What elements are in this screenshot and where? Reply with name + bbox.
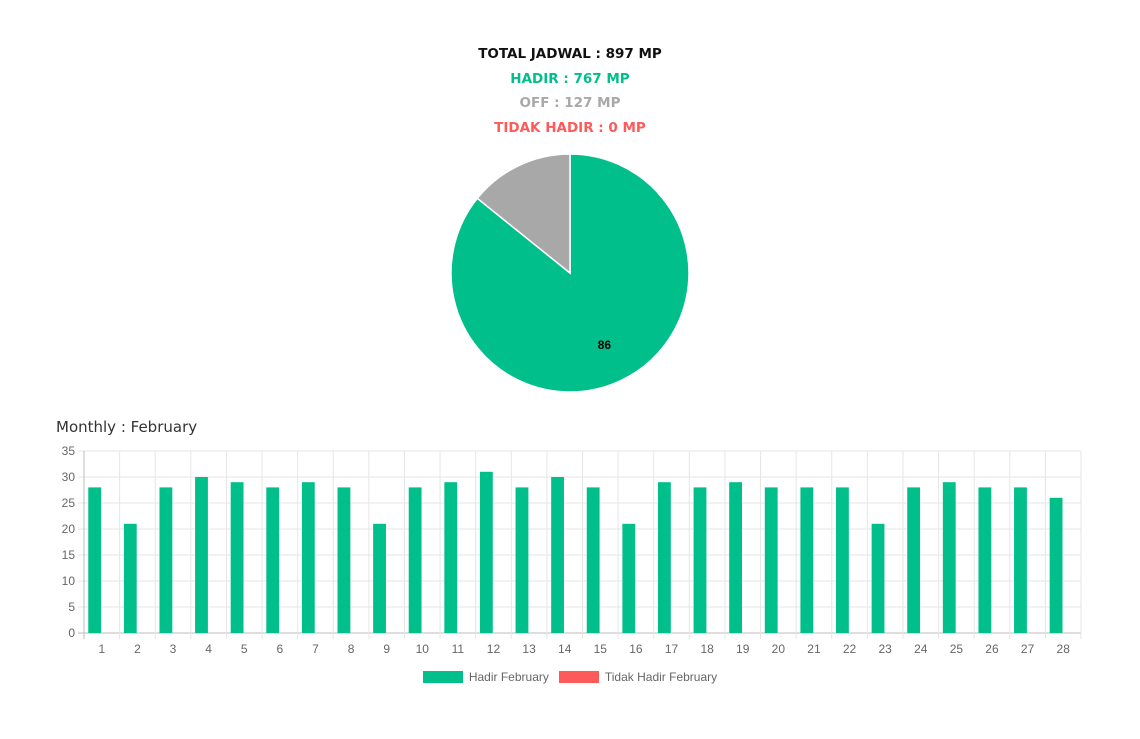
bar-hadir-february-22[interactable] — [836, 487, 849, 633]
bar-hadir-february-17[interactable] — [657, 482, 671, 633]
bar-hadir-february-2[interactable] — [123, 523, 137, 633]
x-tick-label: 7 — [312, 642, 319, 656]
pie-data-label: 86 — [598, 338, 612, 352]
x-tick-label: 14 — [558, 642, 572, 656]
pie-slice-hadir[interactable] — [450, 153, 690, 393]
x-tick-label: 15 — [594, 642, 608, 656]
bar-hadir-february-28[interactable] — [1049, 497, 1063, 633]
x-tick-label: 3 — [170, 642, 177, 656]
bar-hadir-february-16[interactable] — [622, 523, 636, 633]
x-tick-label: 18 — [700, 642, 714, 656]
x-tick-label: 19 — [736, 642, 750, 656]
bar-hadir-february-20[interactable] — [764, 487, 778, 633]
bar-hadir-february-26[interactable] — [978, 487, 992, 633]
bar-hadir-february-19[interactable] — [729, 482, 743, 633]
x-tick-label: 5 — [241, 642, 248, 656]
legend-label-hadir: Hadir February — [468, 670, 549, 684]
bar-hadir-february-21[interactable] — [800, 487, 814, 633]
y-tick-label: 5 — [68, 600, 75, 614]
hadir-text: HADIR : 767 MP — [510, 70, 630, 87]
bar-hadir-february-1[interactable] — [88, 487, 102, 633]
x-tick-label: 21 — [807, 642, 821, 656]
bar-hadir-february-24[interactable] — [907, 487, 921, 633]
x-tick-label: 24 — [914, 642, 928, 656]
x-tick-label: 11 — [452, 642, 465, 656]
x-tick-label: 17 — [665, 642, 679, 656]
y-tick-label: 15 — [62, 548, 76, 562]
bar-hadir-february-9[interactable] — [373, 523, 386, 633]
attendance-summary: TOTAL JADWAL : 897 MP HADIR : 767 MP OFF… — [0, 42, 1140, 140]
bar-hadir-february-4[interactable] — [195, 477, 208, 633]
legend-item-hadir[interactable]: Hadir February — [422, 670, 549, 684]
bar-hadir-february-8[interactable] — [337, 487, 351, 633]
x-tick-label: 22 — [843, 642, 857, 656]
x-tick-label: 16 — [629, 642, 643, 656]
y-tick-label: 25 — [62, 496, 76, 510]
bar-hadir-february-10[interactable] — [408, 487, 422, 633]
legend-item-tidak-hadir[interactable]: Tidak Hadir February — [558, 670, 718, 684]
x-tick-label: 12 — [487, 642, 501, 656]
bar-hadir-february-27[interactable] — [1014, 487, 1027, 633]
bar-hadir-february-18[interactable] — [693, 487, 707, 633]
bar-hadir-february-7[interactable] — [301, 482, 315, 633]
x-tick-label: 27 — [1021, 642, 1035, 656]
bar-hadir-february-11[interactable] — [444, 482, 458, 633]
x-tick-label: 13 — [522, 642, 536, 656]
legend-label-tidak-hadir: Tidak Hadir February — [604, 670, 718, 684]
x-tick-label: 8 — [348, 642, 355, 656]
bar-hadir-february-14[interactable] — [551, 477, 564, 633]
bar-hadir-february-12[interactable] — [479, 471, 493, 633]
legend-swatch-tidak-hadir — [558, 671, 599, 683]
x-tick-label: 20 — [772, 642, 786, 656]
y-tick-label: 10 — [62, 574, 76, 588]
y-tick-label: 35 — [62, 444, 76, 458]
tidak-hadir-text: TIDAK HADIR : 0 MP — [494, 119, 646, 136]
chart-legend: Hadir February Tidak Hadir February — [0, 670, 1140, 684]
x-tick-label: 10 — [416, 642, 430, 656]
x-tick-label: 2 — [134, 642, 141, 656]
x-tick-label: 4 — [205, 642, 212, 656]
bar-hadir-february-3[interactable] — [159, 487, 173, 633]
y-tick-label: 30 — [62, 470, 76, 484]
x-tick-label: 1 — [98, 642, 105, 656]
bar-hadir-february-6[interactable] — [266, 487, 280, 633]
bar-hadir-february-25[interactable] — [942, 482, 956, 633]
attendance-pie-chart: 86 — [450, 153, 690, 393]
y-tick-label: 20 — [62, 522, 76, 536]
x-tick-label: 26 — [985, 642, 999, 656]
x-tick-label: 23 — [878, 642, 892, 656]
x-tick-label: 25 — [950, 642, 964, 656]
bar-hadir-february-13[interactable] — [515, 487, 529, 633]
bar-hadir-february-5[interactable] — [230, 482, 244, 633]
x-tick-label: 9 — [383, 642, 390, 656]
x-tick-label: 28 — [1057, 642, 1071, 656]
y-tick-label: 0 — [68, 626, 75, 640]
x-tick-label: 6 — [276, 642, 283, 656]
bar-hadir-february-23[interactable] — [871, 523, 885, 633]
off-text: OFF : 127 MP — [519, 95, 621, 111]
monthly-title: Monthly : February — [56, 418, 198, 436]
pie-slice-off[interactable] — [476, 153, 571, 275]
legend-swatch-hadir — [422, 671, 463, 683]
bar-hadir-february-15[interactable] — [586, 487, 600, 633]
total-jadwal-text: TOTAL JADWAL : 897 MP — [478, 46, 662, 62]
